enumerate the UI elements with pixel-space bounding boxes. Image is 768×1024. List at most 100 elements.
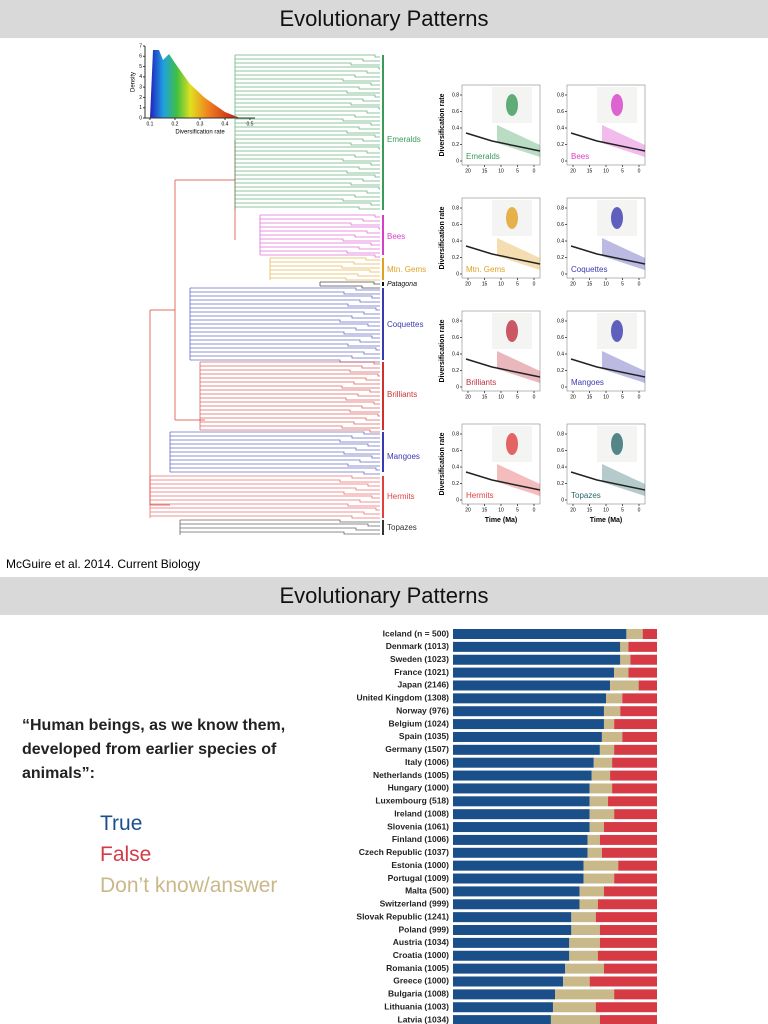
- rate-line: [570, 471, 646, 491]
- category-label: Ireland (1008): [394, 808, 449, 818]
- tick-label: 15: [482, 281, 488, 287]
- tick-label: 0.6: [557, 448, 564, 454]
- tick-label: 5: [621, 394, 624, 400]
- tick-label: 0: [638, 507, 641, 513]
- tree-branches: [269, 257, 380, 281]
- tick-label: 15: [587, 168, 593, 174]
- bar-segment: [569, 950, 598, 961]
- bar-segment: [453, 937, 570, 948]
- bar-segment: [620, 706, 657, 717]
- tick-label: 0.2: [452, 481, 459, 487]
- tree-branches: [179, 519, 380, 535]
- bar-segment: [638, 680, 657, 691]
- bar-segment: [550, 1015, 600, 1024]
- category-label: Iceland (n = 500): [383, 628, 450, 638]
- panel-label: Emeralds: [466, 152, 500, 161]
- bar-segment: [453, 693, 606, 704]
- bar-segment: [453, 744, 600, 755]
- tick-label: 0: [456, 271, 459, 277]
- category-label: Romania (1005): [386, 963, 449, 973]
- bar-segment: [453, 1002, 553, 1013]
- tick-label: 15: [587, 394, 593, 400]
- rate-line: [570, 132, 646, 152]
- axis-label: Density: [131, 72, 137, 92]
- bar-segment: [571, 912, 596, 923]
- bar-segment: [603, 886, 657, 897]
- rate-band: [497, 464, 540, 496]
- bar-segment: [599, 937, 657, 948]
- tree-branches: [169, 431, 380, 475]
- tick-label: 15: [482, 507, 488, 513]
- bar-segment: [589, 796, 609, 807]
- tick-label: 0.8: [557, 431, 564, 437]
- tick-label: 0.5: [247, 121, 254, 127]
- tick-label: 20: [570, 394, 576, 400]
- tick-label: 0.2: [452, 368, 459, 374]
- bar-segment: [587, 847, 602, 858]
- category-label: Austria (1034): [393, 937, 449, 947]
- tick-label: 5: [139, 64, 142, 70]
- bar-segment: [589, 822, 604, 833]
- axis-label: Diversification rate: [439, 93, 446, 156]
- axis-label: Diversification rate: [439, 206, 446, 269]
- category-label: Luxembourg (518): [375, 796, 449, 806]
- tree-root: [149, 140, 236, 506]
- clade-label: Patagona: [387, 281, 417, 288]
- category-label: Poland (999): [398, 924, 449, 934]
- bar-segment: [552, 1002, 596, 1013]
- density-curve: [150, 50, 240, 118]
- bar-segment: [453, 667, 615, 678]
- bar-segment: [620, 641, 629, 652]
- tick-label: 0: [638, 168, 641, 174]
- rate-line: [465, 358, 541, 378]
- clade-label: Coquettes: [387, 320, 423, 329]
- bar-segment: [583, 860, 619, 871]
- bar-segment: [579, 886, 604, 897]
- category-label: Greece (1000): [393, 976, 449, 986]
- bar-segment: [453, 719, 604, 730]
- bar-segment: [630, 654, 657, 665]
- bar-segment: [453, 976, 564, 987]
- bar-segment: [599, 925, 657, 936]
- tick-label: 0: [561, 271, 564, 277]
- tick-label: 15: [587, 507, 593, 513]
- category-label: Norway (976): [396, 705, 449, 715]
- tree-branches: [199, 361, 380, 433]
- bar-segment: [595, 912, 657, 923]
- bar-segment: [453, 796, 590, 807]
- tick-label: 10: [603, 281, 609, 287]
- tick-label: 7: [139, 43, 142, 49]
- bar-segment: [569, 937, 600, 948]
- bar-segment: [563, 976, 590, 987]
- tick-label: 10: [603, 168, 609, 174]
- bar-segment: [614, 873, 657, 884]
- tick-label: 5: [621, 281, 624, 287]
- tick-label: 5: [516, 507, 519, 513]
- tick-label: 0.6: [452, 222, 459, 228]
- bar-segment: [453, 822, 590, 833]
- tick-label: 6: [139, 54, 142, 60]
- category-label: United Kingdom (1308): [356, 693, 449, 703]
- category-label: Sweden (1023): [390, 654, 449, 664]
- tick-label: 2: [139, 95, 142, 101]
- bar-segment: [622, 693, 657, 704]
- bar-segment: [453, 629, 627, 639]
- tick-label: 0: [638, 281, 641, 287]
- bar-segment: [453, 847, 588, 858]
- question: “Human beings, as we know them, develope…: [22, 717, 286, 782]
- tick-label: 0.8: [452, 92, 459, 98]
- tick-label: 0: [638, 394, 641, 400]
- tick-label: 5: [516, 394, 519, 400]
- legend-item: True: [100, 812, 143, 835]
- tick-label: 0.2: [557, 481, 564, 487]
- tick-label: 10: [498, 394, 504, 400]
- bar-segment: [453, 1015, 551, 1024]
- tick-label: 10: [603, 394, 609, 400]
- clade-label: Hermits: [387, 492, 415, 501]
- category-label: Bulgaria (1008): [388, 989, 449, 999]
- tick-label: 0.6: [557, 222, 564, 228]
- bar-segment: [626, 629, 643, 639]
- tick-label: 5: [516, 168, 519, 174]
- bar-segment: [620, 654, 631, 665]
- bar-segment: [453, 950, 570, 961]
